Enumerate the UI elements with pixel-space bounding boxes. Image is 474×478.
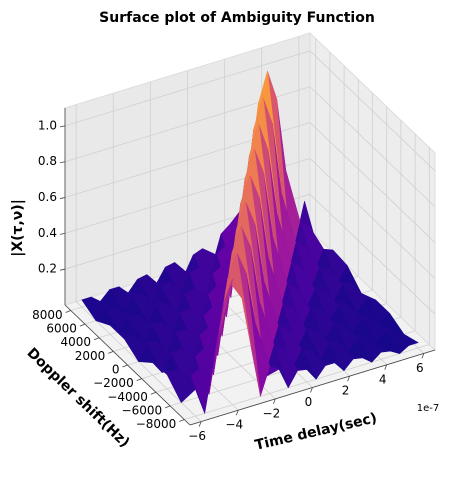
y-tick [150,391,157,395]
y-tick [65,310,71,313]
y-axis-line [64,304,191,426]
z-grid-line [309,86,436,208]
z-tick-label: 0.6 [38,190,57,204]
x-tick-label: −2 [263,406,281,420]
y-grid-line [184,344,430,420]
y-tick-label: −2000 [93,376,134,390]
x-tick-label: 4 [379,372,387,386]
z-grid-line [309,193,436,315]
x-tick-label: −6 [188,429,206,443]
surface-patch [180,376,206,414]
x-tick-label: 6 [416,361,424,375]
x-tick [310,387,313,393]
x-tick-label: −4 [225,418,243,432]
y-tick-label: −6000 [122,403,163,417]
z-tick [59,161,66,164]
x-tick [384,364,388,370]
surface [81,70,419,414]
y-tick [122,364,128,368]
z-axis-label: |X(τ,ν)| [10,199,26,257]
x-tick [235,410,239,416]
ticks: −6−4−20246−8000−6000−4000−20000200040006… [32,108,436,443]
y-tick [108,350,114,354]
z-tick-label: 0.8 [38,154,57,168]
x-tick-label: 0 [305,395,313,409]
z-tick-label: 1.0 [38,118,57,132]
y-tick [164,405,171,409]
y-tick-label: 0 [112,363,120,377]
x-tick [421,353,425,359]
y-tick-label: 4000 [61,335,92,349]
z-tick [59,125,66,128]
x-tick-label: 2 [342,384,350,398]
x-tick [347,375,350,382]
z-grid-line [309,50,436,172]
z-tick-label: 0.2 [38,262,57,276]
y-tick-label: −8000 [136,417,177,431]
y-tick [93,337,100,341]
z-grid-line [309,122,436,243]
y-tick-label: 6000 [46,322,77,336]
z-tick [59,232,66,235]
z-grid-line [309,158,436,279]
z-tick [59,268,66,271]
y-tick [79,323,86,327]
x-offset-text: 1e-7 [417,403,440,414]
x-axis-line [189,349,436,426]
y-tick [179,419,185,422]
z-grid-line [64,50,311,127]
y-tick-label: −4000 [107,390,148,404]
z-tick-label: 0.4 [38,226,57,240]
x-tick [198,421,202,427]
y-tick-label: 2000 [75,349,106,363]
y-tick-label: 8000 [32,308,63,322]
chart-title: Surface plot of Ambiguity Function [99,10,375,26]
y-tick [136,378,142,382]
x-tick [273,398,276,405]
z-tick [59,197,66,199]
